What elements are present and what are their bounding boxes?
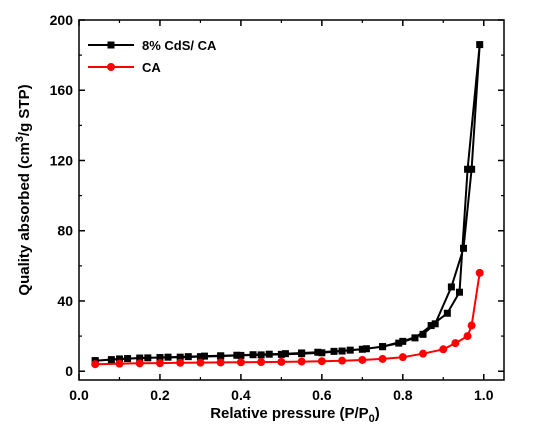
data-point [236, 358, 245, 367]
data-point [196, 353, 204, 361]
data-point [107, 356, 115, 364]
y-tick-label: 0 [65, 363, 73, 379]
x-axis-title: Relative pressure (P/P0) [210, 405, 380, 425]
data-point [115, 359, 124, 368]
data-point [399, 337, 407, 345]
data-point [115, 355, 123, 363]
data-point [460, 244, 468, 252]
data-point [398, 353, 407, 362]
x-tick-label: 0.2 [150, 387, 170, 403]
data-point [431, 320, 439, 328]
data-point [447, 283, 455, 291]
data-point [464, 165, 472, 173]
data-point [124, 355, 132, 363]
data-point [419, 349, 428, 358]
plot-border [78, 19, 505, 381]
data-point [155, 359, 164, 368]
y-tick-label: 120 [50, 152, 74, 168]
data-point [317, 357, 326, 366]
plot-frame [78, 19, 505, 381]
data-point [277, 350, 285, 358]
legend-label: CA [142, 60, 161, 75]
data-point [297, 357, 306, 366]
data-point [330, 347, 338, 355]
y-tick-label: 160 [50, 82, 74, 98]
data-point [338, 356, 347, 365]
y-axis-ticks: 0 40 80 120 160 200 [50, 12, 504, 379]
data-point [298, 349, 306, 357]
y-axis-title: Quality absorbed (cm3/g STP) [14, 84, 33, 295]
data-point [233, 351, 241, 359]
data-point [476, 41, 484, 49]
data-point [200, 352, 208, 360]
data-point [277, 357, 286, 366]
x-tick-label: 0.6 [312, 387, 332, 403]
data-point [358, 355, 367, 364]
series-cds-ca [91, 41, 484, 365]
y-tick-label: 40 [57, 293, 73, 309]
data-point [184, 353, 192, 361]
legend-label: 8% CdS/ CA [142, 38, 217, 53]
data-point [427, 322, 435, 330]
data-point [156, 354, 164, 362]
data-point [419, 330, 427, 338]
data-point [176, 358, 185, 367]
data-point [237, 351, 245, 359]
data-point [443, 309, 451, 317]
data-point [451, 339, 460, 348]
data-point [257, 351, 265, 359]
x-tick-label: 0.8 [393, 387, 413, 403]
data-point [379, 343, 387, 351]
data-point [378, 354, 387, 363]
data-point [362, 345, 370, 353]
data-point [468, 165, 476, 173]
data-point [265, 350, 273, 358]
data-point [467, 321, 476, 330]
data-point [136, 354, 144, 362]
data-point [346, 346, 354, 354]
data-series [91, 41, 484, 369]
x-tick-label: 0.4 [231, 387, 251, 403]
x-tick-label: 0.0 [69, 387, 89, 403]
y-tick-label: 200 [50, 12, 74, 28]
data-point [164, 353, 172, 361]
data-point [257, 358, 266, 367]
x-tick-label: 1.0 [474, 387, 494, 403]
data-point [411, 334, 419, 342]
data-point [318, 349, 326, 357]
data-point [475, 268, 484, 277]
data-point [144, 354, 152, 362]
data-point [281, 350, 289, 358]
data-point [395, 339, 403, 347]
series-line [95, 43, 481, 362]
series-line [95, 272, 481, 366]
legend: 8% CdS/ CA CA [88, 38, 217, 75]
data-point [217, 352, 225, 360]
data-point [463, 332, 472, 341]
data-point [439, 345, 448, 354]
data-point [314, 348, 322, 356]
data-point [249, 351, 257, 359]
legend-swatch-marker [107, 41, 115, 49]
y-tick-label: 80 [57, 223, 73, 239]
data-point [338, 347, 346, 355]
x-axis-ticks: 0.0 0.2 0.4 0.6 0.8 1.0 [69, 20, 494, 403]
data-point [135, 359, 144, 368]
data-point [196, 358, 205, 367]
data-point [455, 288, 463, 296]
data-point [176, 353, 184, 361]
series-ca [91, 268, 484, 369]
legend-swatch-marker [107, 63, 115, 71]
legend-item: 8% CdS/ CA [88, 38, 217, 53]
legend-item: CA [88, 60, 161, 75]
data-point [358, 345, 366, 353]
data-point [91, 360, 100, 369]
data-point [216, 358, 225, 367]
